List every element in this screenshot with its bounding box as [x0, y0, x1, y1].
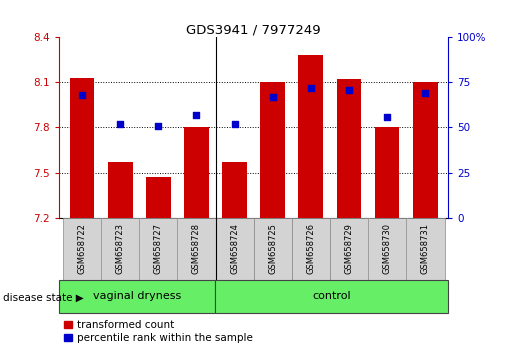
Bar	[292, 218, 331, 280]
Text: GSM658726: GSM658726	[306, 223, 315, 274]
Legend: transformed count, percentile rank within the sample: transformed count, percentile rank withi…	[64, 320, 253, 343]
Bar	[253, 218, 293, 280]
Text: GSM658728: GSM658728	[192, 223, 201, 274]
Text: GSM658723: GSM658723	[116, 223, 125, 274]
Point	[421, 90, 430, 96]
Bar	[70, 78, 94, 218]
Point	[78, 92, 86, 98]
Text: GSM658722: GSM658722	[78, 223, 87, 274]
Text: vaginal dryness: vaginal dryness	[93, 291, 181, 302]
Bar	[375, 127, 400, 218]
Bar	[413, 82, 438, 218]
Bar	[184, 127, 209, 218]
Text: GSM658727: GSM658727	[154, 223, 163, 274]
Bar	[177, 218, 216, 280]
Point	[383, 114, 391, 119]
Text: GSM658725: GSM658725	[268, 223, 277, 274]
Bar	[108, 162, 132, 218]
Bar	[59, 280, 215, 313]
Point	[345, 87, 353, 92]
Bar	[368, 218, 407, 280]
Point	[192, 112, 200, 118]
Bar	[222, 162, 247, 218]
Bar	[63, 218, 102, 280]
Bar	[215, 218, 254, 280]
Bar	[146, 177, 171, 218]
Point	[269, 94, 277, 99]
Title: GDS3941 / 7977249: GDS3941 / 7977249	[186, 23, 321, 36]
Bar	[298, 55, 323, 218]
Bar	[215, 280, 448, 313]
Bar	[336, 79, 362, 218]
Text: GSM658724: GSM658724	[230, 223, 239, 274]
Text: GSM658731: GSM658731	[421, 223, 430, 274]
Bar	[330, 218, 369, 280]
Text: disease state ▶: disease state ▶	[3, 292, 83, 302]
Text: control: control	[312, 291, 351, 302]
Point	[154, 123, 162, 129]
Point	[230, 121, 238, 127]
Text: GSM658730: GSM658730	[383, 223, 391, 274]
Bar	[139, 218, 178, 280]
Bar	[406, 218, 445, 280]
Bar	[260, 82, 285, 218]
Point	[116, 121, 124, 127]
Point	[307, 85, 315, 91]
Bar	[101, 218, 140, 280]
Text: GSM658729: GSM658729	[345, 223, 353, 274]
